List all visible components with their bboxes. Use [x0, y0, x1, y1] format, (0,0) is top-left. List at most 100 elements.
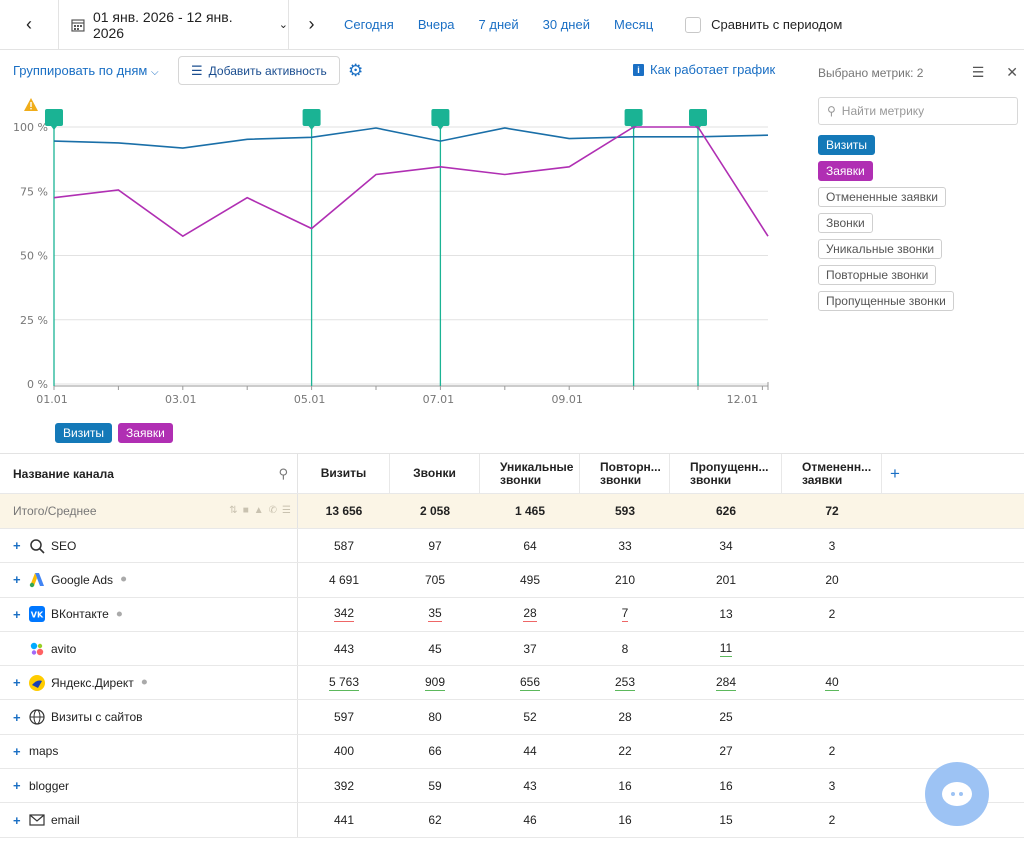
period-7-days[interactable]: 7 дней	[478, 17, 519, 32]
legend-requests[interactable]: Заявки	[118, 423, 173, 443]
plug-icon: ⚫	[139, 677, 149, 690]
metric-tag[interactable]: Пропущенные звонки	[818, 291, 954, 311]
column-header[interactable]: Пропущенн... звонки	[670, 454, 782, 493]
metric-tag-list: Визиты Заявки Отмененные заявки Звонки Уника…	[818, 135, 1024, 311]
metric-cell: 443	[298, 632, 390, 665]
close-icon[interactable]: ✕	[1006, 64, 1018, 80]
channel-name[interactable]: avito	[51, 641, 77, 656]
add-activity-button[interactable]: ☰ Добавить активность	[178, 56, 340, 85]
column-header[interactable]: Отмененн... заявки	[782, 454, 882, 493]
compare-period[interactable]: Сравнить с периодом	[685, 16, 843, 33]
metric-cell: 705	[390, 563, 480, 596]
metric-cell: 46	[480, 803, 580, 836]
expand-button[interactable]: +	[13, 812, 21, 828]
legend-visits[interactable]: Визиты	[55, 423, 113, 443]
channel-name[interactable]: Визиты с сайтов	[51, 710, 143, 725]
period-yesterday[interactable]: Вчера	[417, 17, 455, 32]
table-row[interactable]: +avito 443 45 37 8 11	[0, 631, 1024, 667]
metric-cell: 400	[298, 735, 390, 768]
metric-value: 587	[333, 538, 355, 553]
table-row[interactable]: + email 441 62 46 16 15 2	[0, 803, 1024, 838]
mail-icon	[29, 812, 45, 828]
date-range-picker[interactable]: 01 янв. 2026 - 12 янв. 2026 ⌄	[58, 0, 288, 50]
list-settings-icon[interactable]: ☰	[971, 64, 985, 80]
prev-period-button[interactable]: ‹	[0, 0, 58, 50]
table-row[interactable]: + Google Ads ⚫ 4 691 705 495 210 201 20	[0, 563, 1024, 598]
metric-value: 656	[519, 674, 541, 691]
channel-name[interactable]: SEO	[51, 538, 77, 553]
info-icon: i	[633, 63, 644, 76]
metric-value: 16	[719, 778, 733, 793]
channels-table: Название канала ⚲ Визиты Звонки Уникальн…	[0, 453, 1024, 838]
metric-tag[interactable]: Повторные звонки	[818, 265, 937, 285]
gear-icon[interactable]: ⚙	[348, 61, 364, 80]
list-icon[interactable]: ☰	[282, 505, 291, 516]
channel-name[interactable]: ВКонтакте	[51, 607, 109, 622]
expand-button[interactable]: +	[13, 778, 21, 794]
chevron-right-icon: ›	[308, 14, 315, 34]
metric-tag[interactable]: Звонки	[818, 213, 873, 233]
metric-search-input[interactable]: ⚲ Найти метрику	[818, 97, 1018, 125]
metric-value: 3	[828, 538, 836, 553]
add-activity-label: Добавить активность	[208, 63, 327, 78]
table-header: Название канала ⚲ Визиты Звонки Уникальн…	[0, 454, 1024, 494]
metric-tag[interactable]: Уникальные звонки	[818, 239, 943, 259]
channel-name[interactable]: Яндекс.Директ	[51, 675, 134, 690]
metric-cell: 11	[670, 632, 782, 665]
channel-name[interactable]: Google Ads	[51, 572, 114, 587]
group-by-dropdown[interactable]: Группировать по дням ⌵	[13, 63, 159, 78]
expand-button[interactable]: +	[13, 675, 21, 691]
period-today[interactable]: Сегодня	[344, 17, 394, 32]
period-month[interactable]: Месяц	[613, 17, 654, 32]
add-column-button[interactable]: +	[890, 463, 900, 483]
table-row[interactable]: + blogger 392 59 43 16 16 3	[0, 769, 1024, 804]
metric-tag[interactable]: Визиты	[818, 135, 876, 155]
metric-value: 16	[618, 813, 632, 828]
compare-label: Сравнить с периодом	[711, 17, 843, 32]
table-row[interactable]: + Визиты с сайтов 597 80 52 28 25	[0, 700, 1024, 735]
compare-checkbox[interactable]	[685, 16, 702, 33]
metric-tag[interactable]: Заявки	[818, 161, 873, 181]
expand-button[interactable]: +	[13, 538, 21, 554]
area-chart-icon[interactable]: ▲	[253, 505, 264, 516]
metric-value: 3	[828, 778, 836, 793]
search-icon[interactable]: ⚲	[278, 466, 288, 481]
square-icon[interactable]: ■	[242, 505, 249, 516]
expand-button[interactable]: +	[13, 743, 21, 759]
table-row[interactable]: + SEO 587 97 64 33 34 3	[0, 529, 1024, 564]
chat-button[interactable]	[925, 762, 989, 826]
table-row[interactable]: + Яндекс.Директ ⚫ 5 763 909 656 253 284 40	[0, 666, 1024, 701]
expand-button[interactable]: +	[13, 709, 21, 725]
name-header-label: Название канала	[13, 466, 114, 481]
expand-button[interactable]: +	[13, 572, 21, 588]
metric-cell: 43	[480, 769, 580, 802]
google-ads-icon	[29, 572, 45, 588]
metrics-panel: Выбрано метрик: 2 ☰ ✕ ⚲ Найти метрику Ви…	[818, 64, 1024, 311]
channel-name[interactable]: email	[51, 813, 80, 828]
column-header[interactable]: Звонки	[390, 454, 480, 493]
table-row[interactable]: + VK ВКонтакте ⚫ 342 35 28 7 13 2	[0, 597, 1024, 632]
x-tick-label: 03.01	[165, 393, 197, 406]
metric-value: 342	[333, 606, 355, 623]
column-header[interactable]: Визиты	[298, 454, 390, 493]
phone-icon[interactable]: ✆	[268, 505, 278, 516]
metric-cell: 45	[390, 632, 480, 665]
period-30-days[interactable]: 30 дней	[542, 17, 590, 32]
metric-tag[interactable]: Отмененные заявки	[818, 187, 946, 207]
sort-icon[interactable]: ⇅	[229, 505, 238, 516]
channel-name-cell: +avito	[0, 631, 298, 666]
name-column-header: Название канала ⚲	[0, 454, 298, 493]
svg-text:VK: VK	[31, 611, 44, 620]
y-tick-label: 50 %	[20, 250, 48, 263]
column-header[interactable]: Уникальные звонки	[480, 454, 580, 493]
channel-name[interactable]: maps	[29, 744, 59, 759]
channel-name[interactable]: blogger	[29, 778, 70, 793]
expand-button[interactable]: +	[13, 606, 21, 622]
how-chart-works-link[interactable]: i Как работает график	[633, 62, 775, 77]
table-row[interactable]: + maps 400 66 44 22 27 2	[0, 734, 1024, 770]
column-header[interactable]: Повторн... звонки	[580, 454, 670, 493]
next-period-button[interactable]: ›	[288, 0, 334, 50]
globe-icon	[29, 709, 45, 725]
warning-icon-mark	[30, 102, 32, 107]
metric-value: 7	[621, 606, 629, 623]
